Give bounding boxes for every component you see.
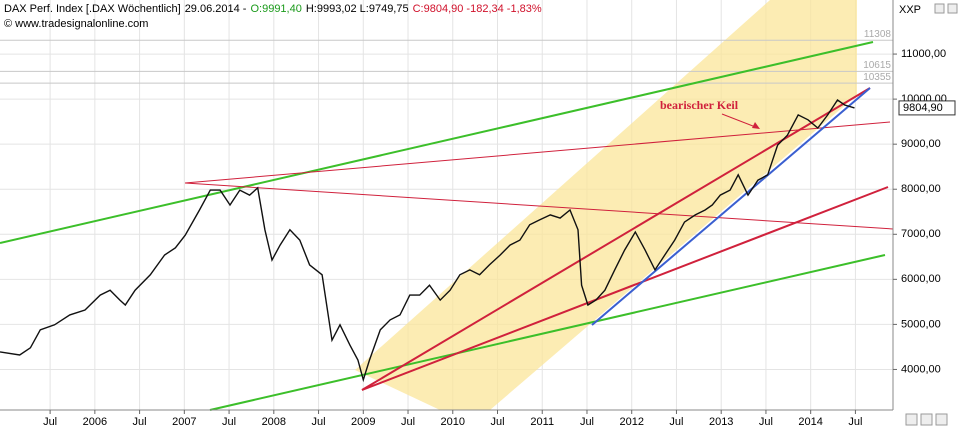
close: C:9804,90 -182,34 -1,83% [412, 3, 542, 15]
x-tick-label: 2006 [83, 416, 107, 428]
x-tick-label: 2012 [619, 416, 643, 428]
window-button[interactable] [947, 3, 958, 14]
axes: 4000,00 5000,00 6000,00 7000,00 8000,00 9000,… [43, 48, 956, 428]
series [0, 99, 855, 383]
x-tick-label: Jul [848, 416, 862, 428]
axis-label: XXP [899, 4, 921, 16]
x-tick-label: Jul [490, 416, 504, 428]
x-tick-label: 2011 [530, 416, 554, 428]
x-tick-label: 2007 [172, 416, 196, 428]
axis-panel [893, 0, 962, 431]
date: 29.06.2014 - [184, 3, 247, 15]
y-tick-label: 9000,00 [901, 138, 941, 150]
trend-line [184, 121, 891, 184]
x-tick-label: 2014 [798, 416, 822, 428]
x-tick-label: Jul [580, 416, 594, 428]
y-tick-label: 6000,00 [901, 273, 941, 285]
x-tick-label: Jul [401, 416, 415, 428]
trend-channel [355, 0, 857, 410]
instrument: DAX Perf. Index [.DAX Wöchentlich] [4, 3, 181, 15]
x-tick-label: Jul [312, 416, 326, 428]
trend-line [184, 182, 894, 230]
level-label: 10355 [863, 72, 891, 83]
annotation-arrow-head [752, 122, 760, 129]
open: O:9991,40 [250, 3, 302, 15]
x-tick-label: 2008 [262, 416, 286, 428]
grid [0, 0, 893, 410]
annotation-arrow [721, 113, 759, 129]
trend-line [0, 41, 874, 244]
last-price-label: 9804,90 [903, 102, 943, 114]
level-label: 10615 [863, 60, 891, 71]
y-tick-label: 7000,00 [901, 228, 941, 240]
price-line [0, 99, 855, 383]
trend-line [591, 87, 871, 326]
trend-line [209, 254, 886, 411]
scroll-button[interactable] [905, 413, 918, 426]
x-tick-label: Jul [43, 416, 57, 428]
trend-line [361, 87, 871, 391]
x-tick-label: Jul [222, 416, 236, 428]
last-price-box [898, 100, 956, 116]
y-tick-label: 8000,00 [901, 183, 941, 195]
scroll-button[interactable] [920, 413, 933, 426]
level-label: 11308 [864, 29, 892, 40]
hlc: H:9993,02 L:9749,75 [305, 3, 409, 15]
y-tick-label: 5000,00 [901, 318, 941, 330]
x-tick-label: Jul [669, 416, 683, 428]
scroll-button[interactable] [935, 413, 948, 426]
y-tick-label: 11000,00 [901, 48, 946, 60]
trend-line [361, 186, 889, 391]
window-button[interactable] [934, 3, 945, 14]
x-tick-label: 2013 [709, 416, 733, 428]
annotation: bearischer Keil [660, 98, 739, 112]
copyright: © www.tradesignalonline.com [4, 18, 149, 30]
x-tick-label: Jul [133, 416, 147, 428]
y-tick-label: 4000,00 [901, 363, 941, 375]
header: DAX Perf. Index [.DAX Wöchentlich] 29.06.… [4, 3, 546, 16]
x-tick-label: 2010 [441, 416, 465, 428]
x-tick-label: Jul [759, 416, 773, 428]
x-tick-label: 2009 [351, 416, 375, 428]
